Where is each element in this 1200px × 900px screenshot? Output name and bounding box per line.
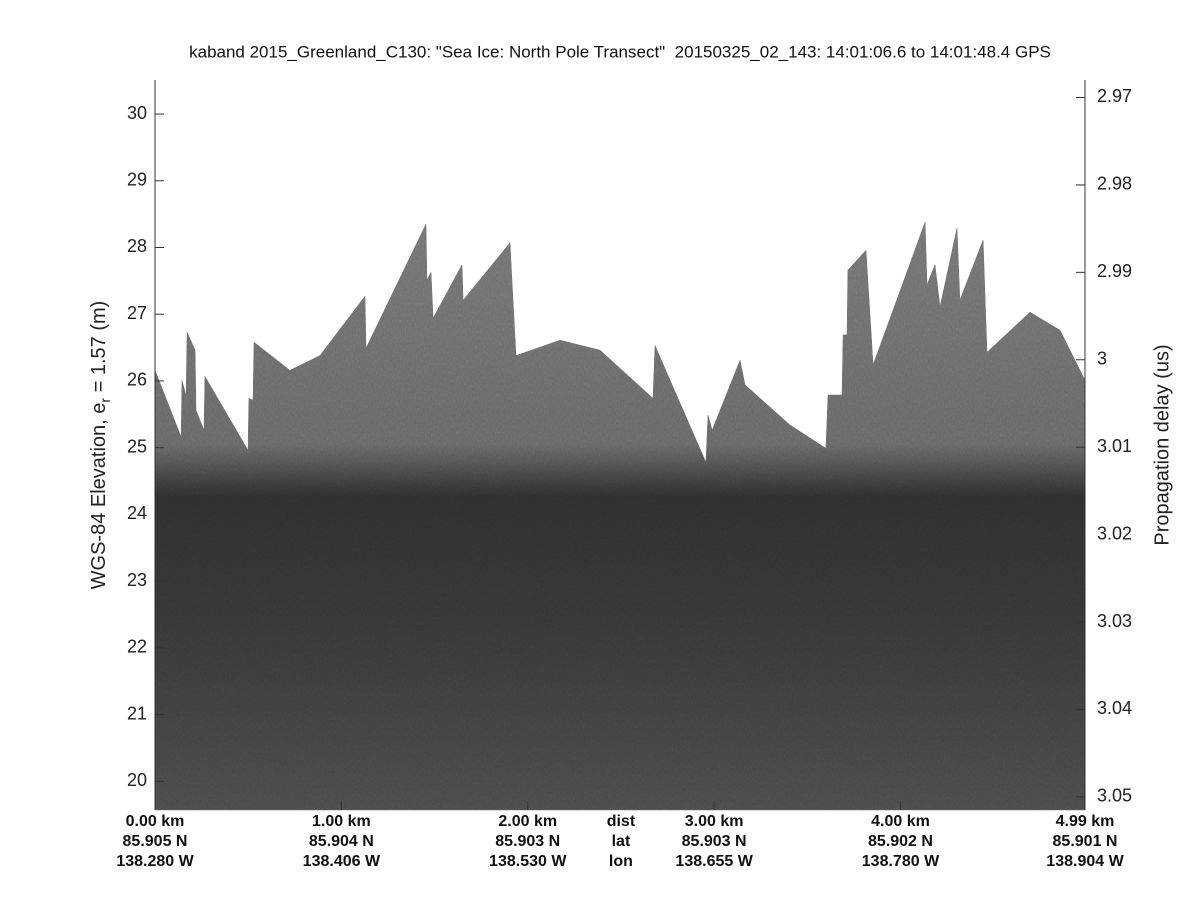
y2-tick-label: 2.98: [1097, 174, 1132, 194]
y-label-sub: r: [97, 398, 113, 403]
y2-tick-label: 2.97: [1097, 86, 1132, 106]
y2-tick-label: 3: [1097, 349, 1107, 369]
lon-label: 138.780 W: [862, 853, 940, 870]
y2-tick-label: 3.02: [1097, 523, 1132, 543]
y-tick-label: 29: [127, 170, 147, 190]
row-label: lon: [609, 853, 633, 870]
lon-label: 138.280 W: [116, 853, 194, 870]
row-label: dist: [607, 813, 636, 830]
y-tick-label: 23: [127, 570, 147, 590]
lat-label: 85.902 N: [868, 833, 933, 850]
y-tick-label: 24: [127, 503, 147, 523]
y2-axis-label: Propagation delay (us): [1151, 344, 1173, 545]
lat-label: 85.904 N: [309, 833, 374, 850]
y-tick-label: 21: [127, 703, 147, 723]
lon-label: 138.904 W: [1046, 853, 1124, 870]
y-tick-label: 28: [127, 236, 147, 256]
speckle-texture: [155, 222, 1085, 810]
x-tick-label: 4.00 km: [871, 813, 930, 830]
lon-label: 138.406 W: [303, 853, 381, 870]
x-tick-label: 0.00 km: [126, 813, 185, 830]
lat-label: 85.903 N: [682, 833, 747, 850]
y-tick-label: 20: [127, 770, 147, 790]
lon-label: 138.655 W: [675, 853, 753, 870]
y-label-part: = 1.57 (m): [88, 301, 110, 398]
y2-tick-label: 3.05: [1097, 786, 1132, 806]
lat-label: 85.905 N: [123, 833, 188, 850]
y2-tick-label: 3.03: [1097, 611, 1132, 631]
y-label-part: WGS-84 Elevation, e: [88, 403, 110, 590]
y-tick-label: 27: [127, 303, 147, 323]
y2-tick-label: 2.99: [1097, 261, 1132, 281]
y2-tick-label: 3.01: [1097, 436, 1132, 456]
lat-label: 85.903 N: [495, 833, 560, 850]
lon-label: 138.530 W: [489, 853, 567, 870]
x-tick-label: 4.99 km: [1056, 813, 1115, 830]
y-axis-label: WGS-84 Elevation, er = 1.57 (m): [88, 301, 112, 590]
y-tick-label: 22: [127, 637, 147, 657]
chart-title: kaband 2015_Greenland_C130: "Sea Ice: No…: [189, 42, 1051, 61]
y-tick-label: 30: [127, 103, 147, 123]
x-tick-label: 1.00 km: [312, 813, 371, 830]
lat-label: 85.901 N: [1053, 833, 1118, 850]
row-label: lat: [612, 833, 631, 850]
y-tick-label: 25: [127, 436, 147, 456]
x-tick-label: 3.00 km: [685, 813, 744, 830]
plot-area: [154, 222, 1086, 811]
y-tick-label: 26: [127, 370, 147, 390]
x-tick-label: 2.00 km: [498, 813, 557, 830]
y2-tick-label: 3.04: [1097, 698, 1132, 718]
